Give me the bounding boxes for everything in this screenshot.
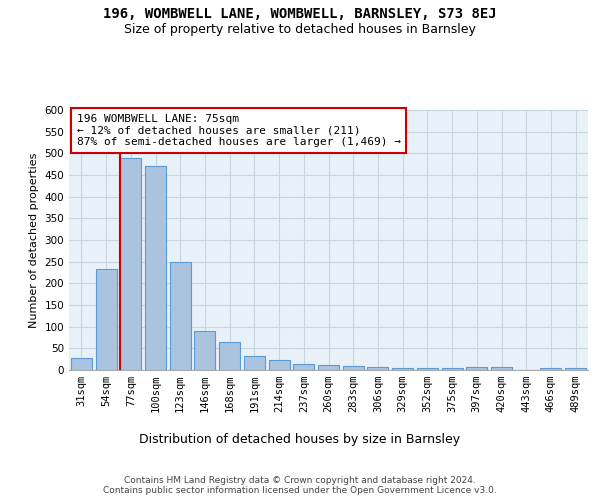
Bar: [219, 342, 240, 370]
Bar: [466, 367, 487, 370]
Bar: [541, 368, 562, 370]
Text: Size of property relative to detached houses in Barnsley: Size of property relative to detached ho…: [124, 22, 476, 36]
Bar: [491, 367, 512, 370]
Bar: [442, 368, 463, 370]
Bar: [95, 269, 116, 370]
Bar: [565, 368, 586, 370]
Bar: [392, 368, 413, 370]
Bar: [293, 364, 314, 370]
Bar: [170, 262, 191, 370]
Text: 196 WOMBWELL LANE: 75sqm
← 12% of detached houses are smaller (211)
87% of semi-: 196 WOMBWELL LANE: 75sqm ← 12% of detach…: [77, 114, 401, 147]
Bar: [71, 358, 92, 370]
Text: 196, WOMBWELL LANE, WOMBWELL, BARNSLEY, S73 8EJ: 196, WOMBWELL LANE, WOMBWELL, BARNSLEY, …: [103, 8, 497, 22]
Bar: [417, 368, 438, 370]
Y-axis label: Number of detached properties: Number of detached properties: [29, 152, 39, 328]
Bar: [269, 360, 290, 370]
Bar: [120, 158, 141, 370]
Bar: [244, 356, 265, 370]
Text: Contains HM Land Registry data © Crown copyright and database right 2024.
Contai: Contains HM Land Registry data © Crown c…: [103, 476, 497, 495]
Bar: [367, 366, 388, 370]
Bar: [318, 365, 339, 370]
Bar: [343, 366, 364, 370]
Bar: [194, 331, 215, 370]
Text: Distribution of detached houses by size in Barnsley: Distribution of detached houses by size …: [139, 432, 461, 446]
Bar: [145, 166, 166, 370]
